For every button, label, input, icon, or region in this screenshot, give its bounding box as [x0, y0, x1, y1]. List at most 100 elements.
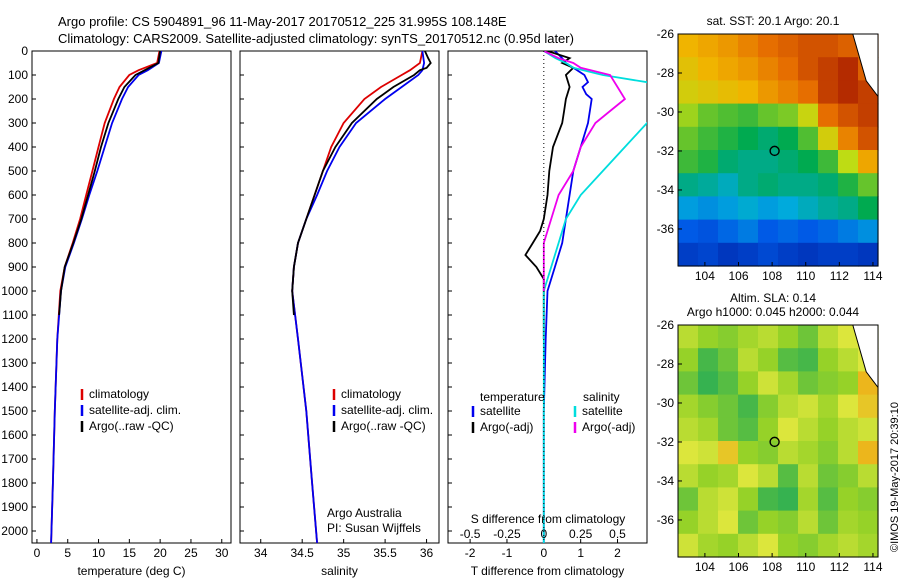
salinity-xtick-label: 34.5 — [291, 546, 315, 560]
depth-tick-label: 1100 — [2, 308, 28, 322]
sst_map-frame — [677, 33, 879, 267]
sla_map-cell — [818, 441, 839, 465]
sst_map-cell — [798, 173, 819, 197]
sst_map-cell — [738, 103, 759, 128]
temp-xtick-label: 5 — [64, 546, 71, 560]
sst_map-cell — [738, 126, 759, 151]
sla_map-cell — [678, 441, 699, 465]
sla_map-cell — [678, 487, 699, 512]
sla_map-cell — [818, 348, 839, 372]
sst_map-cell — [818, 126, 839, 151]
temp-series-line — [58, 51, 161, 316]
sla_map-cell — [738, 533, 759, 558]
temp-xtick-label: 20 — [153, 546, 167, 560]
sla_map-cell — [718, 394, 739, 419]
sst_map-cell — [838, 57, 859, 81]
sla_map-cell — [798, 510, 819, 535]
sst_map-cell — [858, 173, 879, 197]
sla_map-cell — [838, 348, 859, 372]
sla_map-cell — [738, 417, 759, 442]
sla_map-xtick-label: 112 — [830, 560, 849, 574]
sla_map-ytick-label: -28 — [657, 357, 675, 371]
sla_map-cell — [758, 510, 779, 535]
difference-xtick-label: 2 — [614, 546, 621, 560]
sla_map-cell — [678, 464, 699, 488]
sst_map-cell — [758, 196, 779, 221]
sst_map-cell — [778, 173, 799, 197]
temp-xtick-label: 30 — [215, 546, 229, 560]
difference-legend-label: Argo(-adj) — [480, 420, 533, 434]
sst_map-cell — [858, 126, 879, 151]
sla_map-cell — [698, 394, 719, 419]
salinity-legend-label: Argo(..raw -QC) — [341, 419, 426, 433]
sla_map-cell — [698, 464, 719, 488]
sla_map-cell — [858, 487, 879, 512]
sla_map-cell — [798, 325, 819, 349]
difference-s-tick-label: 0 — [540, 527, 547, 541]
sla_map-cell — [678, 348, 699, 372]
difference-legend-label: satellite — [582, 404, 623, 418]
sla_map-cell — [738, 464, 759, 488]
sla_map-cell — [778, 394, 799, 419]
sst_map-cell — [818, 242, 839, 267]
sla_map-cell — [678, 394, 699, 419]
sst_map-cell — [858, 150, 879, 174]
sla_map-cell — [858, 394, 879, 419]
temp-legend-label: climatology — [89, 387, 149, 401]
sla_map-profile-marker — [769, 436, 780, 448]
sst_map-cell — [778, 219, 799, 244]
salinity-series-group — [291, 51, 432, 543]
sla_map-cell — [818, 464, 839, 488]
difference-s-tick-label: 0.25 — [569, 527, 593, 541]
sla_map-cell — [718, 533, 739, 558]
temp-legend-label: satellite-adj. clim. — [89, 403, 181, 417]
sst_map-cell — [818, 57, 839, 81]
sla_map-cell — [698, 510, 719, 535]
sst_map-cell — [778, 126, 799, 151]
sla_map-ytick-label: -32 — [657, 435, 675, 449]
depth-tick-label: 1800 — [1, 476, 28, 490]
sst_map-cell — [698, 150, 719, 174]
sla_map-cell — [838, 371, 859, 396]
salinity-series-line — [291, 51, 426, 543]
sla_map-cell — [858, 441, 879, 465]
sst_map-ytick-label: -26 — [657, 27, 675, 41]
sla_map-ytick-label: -34 — [657, 474, 675, 488]
sst_map-cell — [858, 103, 879, 128]
sla_map-cell — [718, 325, 739, 349]
sla_map-xtick-label: 104 — [695, 560, 715, 574]
sst_map-cell — [698, 126, 719, 151]
sst_map-cell — [758, 242, 779, 267]
sla_map-cell — [798, 464, 819, 488]
depth-tick-label: 700 — [8, 212, 28, 226]
sla_map-frame — [677, 324, 879, 558]
sst_map-cell — [678, 34, 699, 58]
sst_map-cell — [798, 219, 819, 244]
sla_map-panel: 104 106 108 110 112 114 -26 -28 -30 -32 -34 -36 Alti… — [657, 291, 883, 574]
sla_map-cell — [858, 417, 879, 442]
sst_map-cell — [838, 34, 859, 58]
depth-tick-label: 300 — [8, 116, 28, 130]
sla_map-cell — [798, 487, 819, 512]
salinity-annotation: Argo Australia — [327, 506, 402, 520]
sla-map-title: Altim. SLA: 0.14 — [730, 291, 816, 305]
sla_map-cell — [718, 510, 739, 535]
sla_map-cell — [818, 510, 839, 535]
sla_map-cell — [698, 348, 719, 372]
sla_map-cell — [798, 394, 819, 419]
sla_map-cell — [738, 371, 759, 396]
sla_map-cell — [858, 533, 879, 558]
sst_map-cell — [778, 34, 799, 58]
sst_map-cell — [838, 103, 859, 128]
sla_map-cell — [718, 371, 739, 396]
temp-xlabel: temperature (deg C) — [77, 564, 185, 578]
difference-legend-temperature-title: temperature — [480, 390, 545, 404]
temp-series-line — [50, 51, 163, 543]
sst_map-cell — [718, 219, 739, 244]
depth-tick-label: 600 — [8, 188, 28, 202]
sst_map-cell — [838, 242, 859, 267]
sla_map-cell — [858, 464, 879, 488]
salinity-xtick-label: 34 — [254, 546, 268, 560]
sla_map-cell — [838, 417, 859, 442]
sst-map-title: sat. SST: 20.1 Argo: 20.1 — [707, 14, 840, 28]
